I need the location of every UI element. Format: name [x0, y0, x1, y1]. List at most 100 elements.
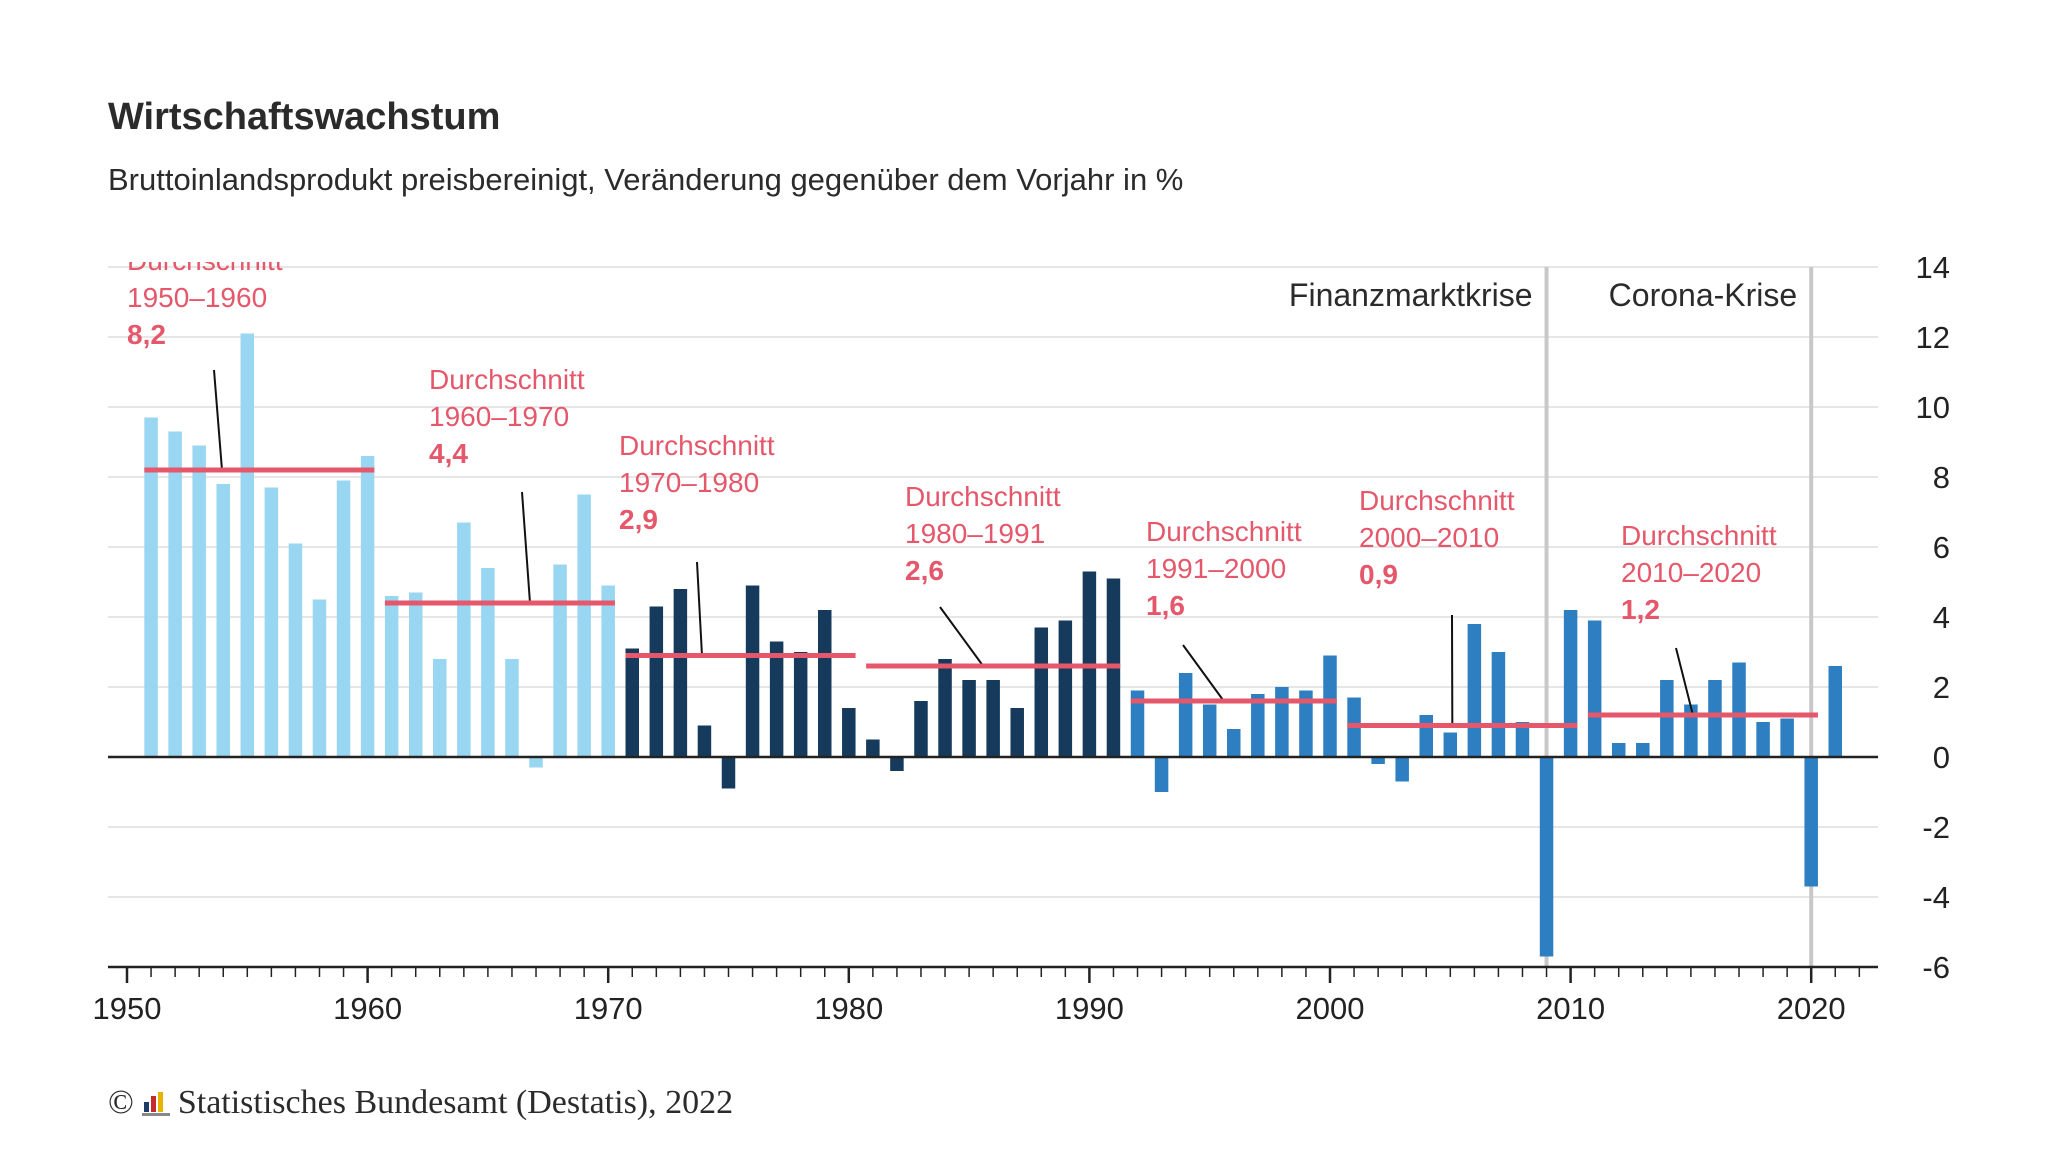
x-tick-label: 1970 [574, 991, 643, 1026]
bar [1539, 757, 1554, 957]
average-leader-line [213, 369, 223, 471]
average-value: 1,2 [1621, 594, 1660, 625]
bar [1130, 690, 1145, 757]
source-text: Statistisches Bundesamt (Destatis), 2022 [177, 1084, 734, 1121]
bar [1251, 694, 1265, 757]
bar [1780, 718, 1794, 757]
bar [457, 522, 471, 757]
average-value: 0,9 [1359, 559, 1398, 590]
bar [481, 568, 495, 757]
bar [721, 757, 736, 789]
bar [360, 456, 375, 757]
bar [1491, 652, 1506, 757]
bar [914, 701, 928, 757]
average-value: 8,2 [127, 319, 166, 350]
bar [408, 592, 423, 757]
x-tick-label: 2020 [1777, 991, 1846, 1026]
bar [1419, 715, 1433, 757]
average-period: 1991–2000 [1146, 553, 1286, 584]
bar [1660, 680, 1674, 757]
average-label: Durchschnitt [905, 481, 1061, 512]
average-period: 1960–1970 [429, 401, 569, 432]
average-value: 2,9 [619, 504, 658, 535]
y-tick-label: -2 [1922, 810, 1950, 845]
bar [1299, 690, 1313, 757]
average-value: 4,4 [429, 438, 468, 469]
average-value: 2,6 [905, 555, 944, 586]
bar [1178, 673, 1193, 757]
y-tick-label: 2 [1933, 670, 1950, 705]
bar [1732, 662, 1746, 757]
x-tick-label: 1990 [1055, 991, 1124, 1026]
bar [986, 680, 1000, 757]
average-leader-line [696, 561, 703, 656]
bar [336, 480, 351, 757]
bar [1804, 757, 1818, 887]
bar [1275, 687, 1289, 757]
x-tick-label: 1980 [814, 991, 883, 1026]
bar [1227, 729, 1241, 757]
x-tick-label: 1950 [93, 991, 162, 1026]
average-period: 1950–1960 [127, 282, 267, 313]
bar [1371, 757, 1385, 764]
copyright-symbol: © [108, 1084, 134, 1121]
bar [673, 589, 688, 757]
bar [1323, 655, 1337, 757]
average-leader-line [1675, 647, 1694, 716]
bar [1611, 743, 1626, 757]
bar [625, 648, 640, 757]
bar [1515, 722, 1530, 757]
average-leader-line [1182, 644, 1225, 702]
bar [1467, 624, 1482, 757]
y-tick-label: 12 [1916, 320, 1950, 355]
bar [1202, 704, 1217, 757]
bar [769, 641, 784, 757]
y-tick-label: 4 [1933, 600, 1950, 635]
bar [192, 445, 206, 757]
y-tick-label: 14 [1916, 250, 1950, 285]
bar [144, 417, 158, 757]
bar [1034, 627, 1049, 757]
bar [793, 652, 808, 757]
y-tick-label: 8 [1933, 460, 1950, 495]
bar [649, 606, 664, 757]
x-tick-label: 1960 [333, 991, 402, 1026]
bar [1395, 757, 1409, 782]
bar [697, 725, 712, 757]
bar [938, 659, 952, 757]
bar [312, 599, 327, 757]
bar [168, 431, 182, 757]
average-period: 2010–2020 [1621, 557, 1761, 588]
y-tick-label: 6 [1933, 530, 1950, 565]
y-tick-label: -6 [1922, 950, 1950, 985]
bar [529, 757, 543, 768]
bar [1587, 620, 1602, 757]
average-label: Durchschnitt [1146, 516, 1302, 547]
bar [1756, 722, 1770, 757]
average-leader-line [521, 491, 531, 604]
bar [216, 484, 230, 757]
average-label: Durchschnitt [619, 430, 775, 461]
average-value: 1,6 [1146, 590, 1185, 621]
average-period: 1970–1980 [619, 467, 759, 498]
x-tick-label: 2010 [1536, 991, 1605, 1026]
bar [1636, 743, 1650, 757]
bar [817, 610, 832, 757]
average-period: 1980–1991 [905, 518, 1045, 549]
average-label: Durchschnitt [1359, 485, 1515, 516]
y-tick-label: -4 [1922, 880, 1950, 915]
x-tick-label: 2000 [1296, 991, 1365, 1026]
bar [288, 543, 303, 757]
bar [1828, 666, 1843, 757]
bar [842, 708, 856, 757]
bar [1443, 732, 1458, 757]
bar [866, 739, 880, 757]
bar [1010, 708, 1024, 757]
bar [745, 585, 760, 757]
chart-title: Wirtschaftswachstum [108, 96, 501, 138]
source-line: © Statistisches Bundesamt (Destatis), 20… [108, 1084, 733, 1122]
average-label: Durchschnitt [1621, 520, 1777, 551]
bar [1563, 610, 1578, 757]
bar [505, 659, 519, 757]
bar-chart: 14 12 10 8 6 4 2 0 -2 -4 -6 Finanzmarktkrise Corona-… [92, 245, 1950, 1026]
